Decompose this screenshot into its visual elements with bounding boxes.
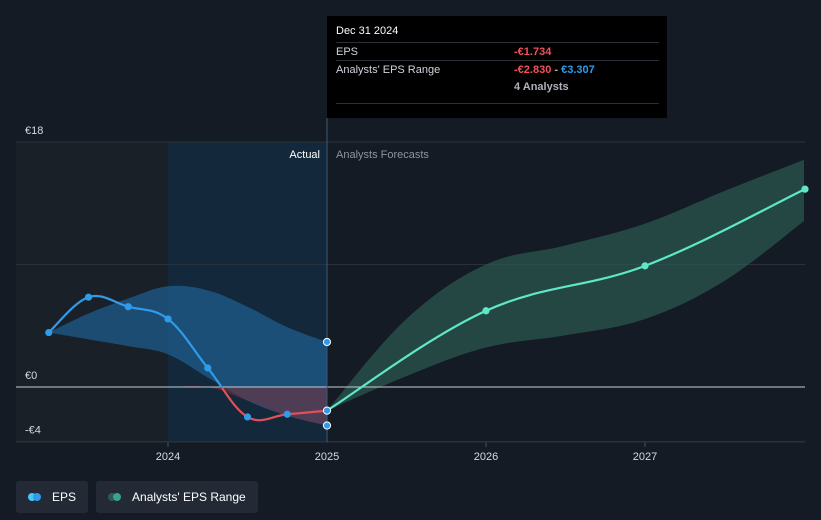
range-high-point[interactable]	[322, 337, 332, 347]
tooltip-analysts: 4 Analysts	[514, 80, 569, 93]
past-shading	[16, 142, 168, 442]
eps-forecast-end-point[interactable]	[801, 185, 809, 193]
tooltip-divider	[336, 103, 659, 104]
eps-actual-point[interactable]	[164, 315, 172, 323]
eps-line-actual-negative	[220, 387, 328, 422]
tooltip: Dec 31 2024 EPS -€1.734 Analysts' EPS Ra…	[327, 16, 667, 118]
x-tick-label: 2027	[633, 451, 657, 463]
y-tick-label: -€4	[25, 424, 41, 436]
tooltip-range-sep: -	[551, 63, 562, 76]
y-axis-ticks: €18 €0 -€4	[25, 125, 43, 436]
tooltip-eps-row: EPS -€1.734	[336, 42, 659, 60]
range-area-forecast	[327, 159, 804, 411]
legend-eps-label: EPS	[52, 490, 77, 504]
legend: EPS Analysts' EPS Range	[16, 481, 258, 513]
eps-actual-point[interactable]	[283, 410, 291, 418]
tooltip-analysts-row: 4 Analysts	[336, 78, 659, 95]
tooltip-range-label: Analysts' EPS Range	[336, 63, 441, 76]
eps-forecast-point[interactable]	[482, 307, 490, 315]
forecast-label: Analysts Forecasts	[336, 149, 429, 161]
legend-range-label: Analysts' EPS Range	[132, 490, 246, 504]
eps-actual-point[interactable]	[322, 406, 332, 415]
y-tick-label: €18	[25, 125, 43, 137]
range-low-point[interactable]	[322, 421, 332, 430]
actual-label: Actual	[289, 149, 320, 161]
legend-eps[interactable]: EPS	[16, 481, 89, 513]
eps-points	[45, 185, 809, 430]
x-tick-label: 2025	[315, 451, 339, 463]
tooltip-range-low: -€2.830	[514, 63, 552, 76]
eps-line-actual	[47, 294, 223, 387]
tooltip-range-high: €3.307	[561, 63, 595, 76]
y-tick-label: €0	[25, 370, 37, 382]
eps-line-forecast	[326, 188, 805, 412]
eps-legend-icon	[28, 493, 44, 501]
x-tick-label: 2024	[156, 451, 180, 463]
eps-actual-point[interactable]	[204, 364, 212, 372]
x-axis-ticks: 2024 2025 2026 2027	[156, 451, 657, 463]
eps-forecast-point[interactable]	[641, 262, 649, 270]
legend-range[interactable]: Analysts' EPS Range	[96, 481, 258, 513]
eps-actual-point[interactable]	[84, 293, 93, 301]
range-legend-icon	[108, 493, 124, 501]
eps-actual-point[interactable]	[124, 303, 132, 311]
range-area-negative	[48, 385, 327, 426]
tooltip-eps-value: -€1.734	[514, 45, 552, 58]
tooltip-date: Dec 31 2024	[336, 25, 399, 37]
eps-actual-point[interactable]	[243, 413, 252, 421]
tooltip-range-row: Analysts' EPS Range -€2.830 - €3.307	[336, 60, 659, 78]
x-tick-label: 2026	[474, 451, 498, 463]
eps-actual-point[interactable]	[45, 328, 53, 337]
tooltip-eps-label: EPS	[336, 45, 359, 58]
